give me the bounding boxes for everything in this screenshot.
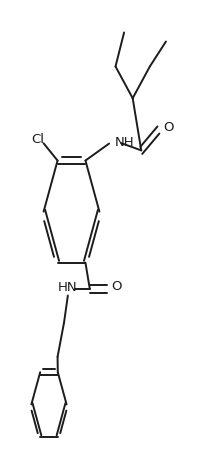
Text: O: O	[111, 280, 122, 293]
Text: O: O	[163, 121, 174, 134]
Text: Cl: Cl	[31, 133, 44, 146]
Text: HN: HN	[58, 281, 78, 294]
Text: NH: NH	[115, 136, 135, 149]
